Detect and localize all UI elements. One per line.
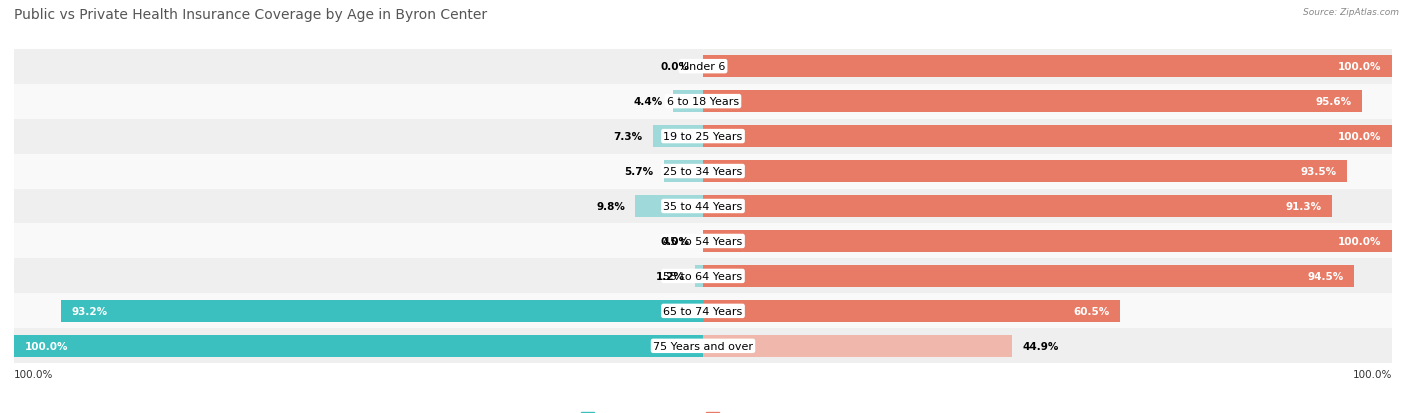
Bar xyxy=(14,84,1392,119)
Bar xyxy=(60,300,703,322)
Bar xyxy=(703,56,1392,78)
Bar xyxy=(703,266,1354,287)
Bar xyxy=(652,126,703,147)
Text: Under 6: Under 6 xyxy=(681,62,725,72)
Text: 45 to 54 Years: 45 to 54 Years xyxy=(664,236,742,247)
Bar xyxy=(703,126,1392,147)
Bar xyxy=(664,161,703,183)
Text: 100.0%: 100.0% xyxy=(1339,132,1382,142)
Bar xyxy=(14,154,1392,189)
Text: 100.0%: 100.0% xyxy=(1339,62,1382,72)
Bar xyxy=(14,224,1392,259)
Bar xyxy=(695,266,703,287)
Bar xyxy=(703,91,1361,113)
Text: 0.0%: 0.0% xyxy=(661,62,689,72)
Bar xyxy=(14,50,1392,84)
Bar xyxy=(14,189,1392,224)
Text: 91.3%: 91.3% xyxy=(1285,202,1322,211)
Text: 65 to 74 Years: 65 to 74 Years xyxy=(664,306,742,316)
Text: 35 to 44 Years: 35 to 44 Years xyxy=(664,202,742,211)
Bar xyxy=(703,196,1331,217)
Text: 0.0%: 0.0% xyxy=(661,236,689,247)
Bar xyxy=(703,300,1119,322)
Bar xyxy=(703,335,1012,357)
Text: 7.3%: 7.3% xyxy=(613,132,643,142)
Bar xyxy=(703,230,1392,252)
Text: 6 to 18 Years: 6 to 18 Years xyxy=(666,97,740,107)
Text: 100.0%: 100.0% xyxy=(14,369,53,379)
Text: 1.2%: 1.2% xyxy=(655,271,685,281)
Bar xyxy=(14,329,1392,363)
Text: 94.5%: 94.5% xyxy=(1308,271,1344,281)
Text: 5.7%: 5.7% xyxy=(624,166,654,177)
Text: 100.0%: 100.0% xyxy=(24,341,67,351)
Text: 100.0%: 100.0% xyxy=(1353,369,1392,379)
Bar xyxy=(703,161,1347,183)
Bar xyxy=(14,335,703,357)
Text: 95.6%: 95.6% xyxy=(1315,97,1351,107)
Bar xyxy=(672,91,703,113)
Text: 55 to 64 Years: 55 to 64 Years xyxy=(664,271,742,281)
Bar xyxy=(14,259,1392,294)
Text: 25 to 34 Years: 25 to 34 Years xyxy=(664,166,742,177)
Text: 4.4%: 4.4% xyxy=(633,97,662,107)
Text: 93.5%: 93.5% xyxy=(1301,166,1337,177)
Bar xyxy=(14,119,1392,154)
Bar xyxy=(14,294,1392,329)
Text: 19 to 25 Years: 19 to 25 Years xyxy=(664,132,742,142)
Text: 44.9%: 44.9% xyxy=(1022,341,1059,351)
Legend: Public Insurance, Private Insurance: Public Insurance, Private Insurance xyxy=(576,407,830,413)
Text: Public vs Private Health Insurance Coverage by Age in Byron Center: Public vs Private Health Insurance Cover… xyxy=(14,8,488,22)
Text: 75 Years and over: 75 Years and over xyxy=(652,341,754,351)
Text: 100.0%: 100.0% xyxy=(1339,236,1382,247)
Text: 9.8%: 9.8% xyxy=(596,202,626,211)
Text: 93.2%: 93.2% xyxy=(72,306,107,316)
Text: Source: ZipAtlas.com: Source: ZipAtlas.com xyxy=(1303,8,1399,17)
Bar xyxy=(636,196,703,217)
Text: 60.5%: 60.5% xyxy=(1073,306,1109,316)
